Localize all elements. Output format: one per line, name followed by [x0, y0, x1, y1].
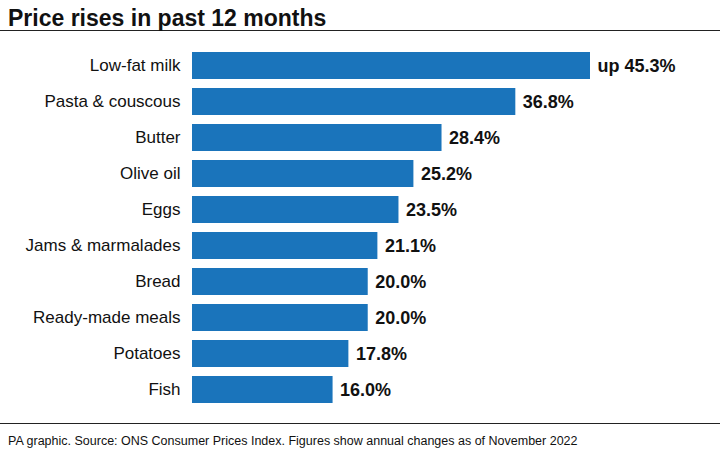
html-text:PA graphic. Source: ONS Consum: PA graphic. Source: ONS Consumer Prices …	[8, 434, 578, 448]
svg-text:25.2%: 25.2%	[421, 164, 472, 184]
svg-text:23.5%: 23.5%	[406, 200, 457, 220]
html-text:Price rises in past 12 months: Price rises in past 12 months	[8, 5, 327, 31]
svg-text:Olive oil: Olive oil	[120, 164, 180, 183]
svg-text:16.0%: 16.0%	[340, 380, 391, 400]
svg-text:17.8%: 17.8%	[356, 344, 407, 364]
svg-text:up 45.3%: up 45.3%	[598, 56, 676, 76]
svg-text:21.1%: 21.1%	[385, 236, 436, 256]
svg-text:28.4%: 28.4%	[449, 128, 500, 148]
svg-text:Fish: Fish	[148, 380, 180, 399]
svg-text:Butter: Butter	[135, 128, 181, 147]
svg-text:Ready-made meals: Ready-made meals	[33, 308, 180, 327]
svg-text:Potatoes: Potatoes	[113, 344, 180, 363]
svg-text:Pasta & couscous: Pasta & couscous	[44, 92, 180, 111]
svg-text:Jams & marmalades: Jams & marmalades	[26, 236, 181, 255]
svg-text:36.8%: 36.8%	[523, 92, 574, 112]
svg-text:20.0%: 20.0%	[375, 308, 426, 328]
svg-text:Eggs: Eggs	[142, 200, 181, 219]
svg-text:20.0%: 20.0%	[375, 272, 426, 292]
svg-text:Low-fat milk: Low-fat milk	[90, 56, 181, 75]
svg-text:Bread: Bread	[135, 272, 180, 291]
